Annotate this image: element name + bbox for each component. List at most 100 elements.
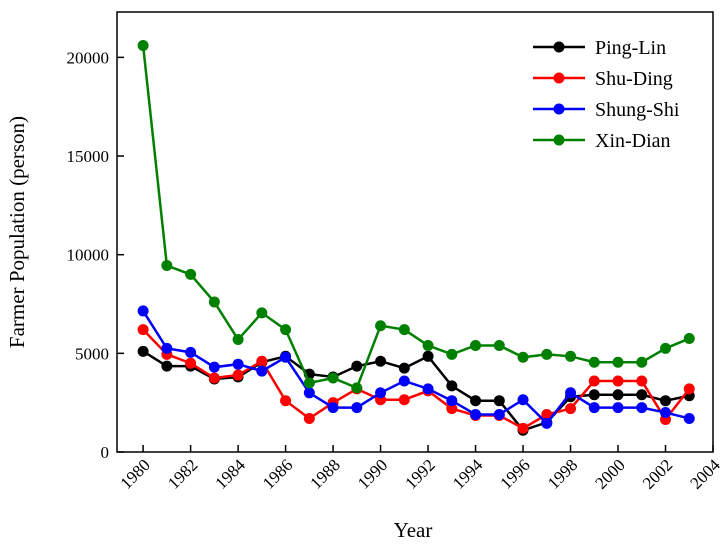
point (493, 395, 505, 407)
point (470, 409, 482, 421)
legend-marker (553, 103, 565, 115)
point (232, 358, 244, 370)
point (185, 346, 197, 358)
x-tick-label: 1992 (401, 455, 438, 492)
point (588, 375, 600, 387)
point (256, 365, 268, 377)
point (541, 409, 553, 421)
point (517, 351, 529, 363)
point (280, 395, 292, 407)
x-tick-label: 2004 (686, 455, 720, 493)
point (446, 403, 458, 415)
point (256, 307, 268, 319)
point (375, 320, 387, 332)
point (398, 362, 410, 374)
legend-label: Shu-Ding (595, 68, 673, 90)
point (636, 389, 648, 401)
y-axis-label: Farmer Population (person) (5, 116, 29, 348)
point (398, 394, 410, 406)
legend-label: Xin-Dian (595, 130, 671, 152)
point (398, 324, 410, 336)
y-tick-label: 20000 (67, 48, 110, 67)
point (375, 355, 387, 367)
point (303, 387, 315, 399)
point (303, 377, 315, 389)
point (185, 357, 197, 369)
point (636, 375, 648, 387)
legend-marker (553, 41, 565, 53)
point (161, 260, 173, 272)
point (660, 407, 672, 419)
point (137, 345, 149, 357)
point (517, 422, 529, 434)
point (660, 342, 672, 354)
point (683, 333, 695, 345)
point (446, 395, 458, 407)
point (422, 383, 434, 395)
point (636, 356, 648, 368)
point (280, 351, 292, 363)
point (327, 402, 339, 414)
point (137, 305, 149, 317)
y-tick-label: 10000 (67, 246, 110, 265)
point (280, 324, 292, 336)
legend-marker (553, 72, 565, 84)
point (517, 394, 529, 406)
x-tick-label: 1996 (496, 455, 533, 492)
point (612, 375, 624, 387)
x-tick-label: 1986 (259, 455, 296, 492)
point (446, 348, 458, 360)
point (351, 382, 363, 394)
point (612, 402, 624, 414)
x-tick-label: 1988 (306, 455, 343, 492)
point (612, 356, 624, 368)
legend-label: Shung-Shi (595, 99, 680, 121)
x-tick-label: 1990 (354, 455, 391, 492)
point (351, 360, 363, 372)
x-tick-label: 1980 (116, 455, 153, 492)
point (422, 339, 434, 351)
x-tick-label: 1994 (449, 455, 487, 493)
legend-marker (553, 134, 565, 146)
point (398, 375, 410, 387)
x-tick-label: 2000 (591, 455, 628, 492)
point (493, 409, 505, 421)
point (422, 350, 434, 362)
point (588, 356, 600, 368)
point (137, 324, 149, 336)
point (161, 342, 173, 354)
x-tick-label: 1984 (211, 455, 249, 493)
point (683, 412, 695, 424)
point (565, 403, 577, 415)
series-line (142, 310, 690, 426)
point (327, 372, 339, 384)
point (588, 402, 600, 414)
point (303, 412, 315, 424)
point (470, 339, 482, 351)
point (541, 348, 553, 360)
point (161, 360, 173, 372)
legend-label: Ping-Lin (595, 37, 666, 59)
point (565, 387, 577, 399)
y-tick-label: 15000 (67, 147, 110, 166)
point (565, 350, 577, 362)
point (232, 334, 244, 346)
y-tick-label: 0 (101, 443, 110, 462)
point (256, 355, 268, 367)
y-tick-label: 5000 (75, 344, 109, 363)
point (446, 380, 458, 392)
point (470, 395, 482, 407)
point (232, 369, 244, 381)
point (660, 395, 672, 407)
point (541, 417, 553, 429)
point (137, 40, 149, 52)
point (636, 402, 648, 414)
point (208, 296, 220, 308)
point (208, 361, 220, 373)
point (351, 402, 363, 414)
x-tick-label: 2002 (639, 455, 676, 492)
point (185, 268, 197, 280)
x-axis-label: Year (394, 518, 433, 542)
point (683, 383, 695, 395)
